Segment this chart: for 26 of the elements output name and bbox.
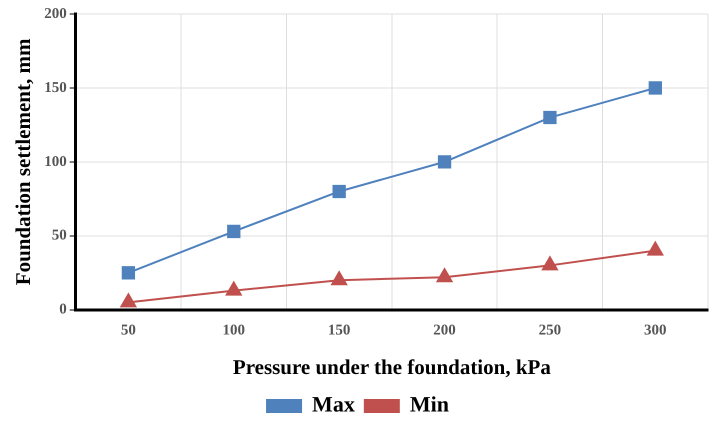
x-tick-label: 150 [328, 322, 350, 339]
y-axis-title: Foundation settlement, mm [11, 38, 36, 286]
y-tick-label: 0 [59, 302, 67, 318]
point [436, 268, 452, 282]
legend-label: Max [312, 392, 355, 417]
point [543, 110, 557, 124]
y-tick-label: 50 [52, 228, 67, 244]
x-tick-label: 250 [538, 322, 562, 339]
x-tick-label: 100 [222, 322, 246, 339]
x-tick-label: 200 [433, 322, 456, 339]
y-tick-label: 150 [44, 80, 67, 96]
point [542, 256, 558, 270]
point [331, 271, 348, 286]
legend-label: Min [410, 392, 449, 417]
x-tick-label: 50 [120, 322, 136, 339]
y-tick-label: 200 [44, 6, 67, 22]
point [227, 224, 240, 238]
x-tick-label: 300 [644, 322, 667, 339]
point [332, 184, 346, 198]
point [226, 282, 242, 296]
point [647, 242, 664, 256]
point [438, 155, 452, 169]
x-axis-title: Pressure under the foundation, kPa [232, 354, 552, 379]
point [120, 293, 136, 308]
y-tick-label: 100 [44, 154, 67, 170]
point [648, 81, 662, 95]
